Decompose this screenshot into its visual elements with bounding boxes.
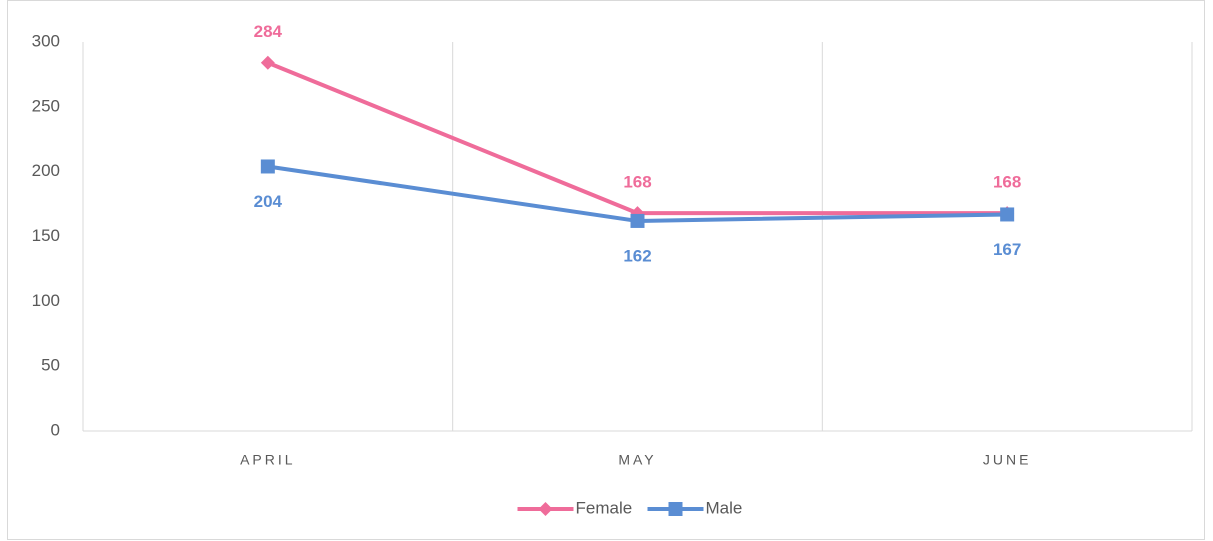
y-tick-label: 0 bbox=[51, 420, 60, 439]
marker bbox=[260, 55, 275, 70]
data-label: 162 bbox=[623, 246, 651, 265]
legend-label: Male bbox=[706, 498, 743, 517]
legend-marker bbox=[538, 502, 553, 516]
data-label: 167 bbox=[993, 240, 1021, 259]
y-tick-label: 50 bbox=[41, 356, 60, 375]
marker bbox=[1000, 207, 1015, 222]
data-label: 168 bbox=[993, 173, 1021, 192]
marker bbox=[630, 213, 645, 228]
chart-border bbox=[7, 0, 1205, 540]
y-tick-label: 250 bbox=[32, 96, 60, 115]
data-label: 168 bbox=[623, 173, 651, 192]
x-tick-label: APRIL bbox=[240, 452, 295, 468]
data-label: 204 bbox=[254, 192, 283, 211]
legend-marker bbox=[668, 502, 683, 516]
x-tick-label: MAY bbox=[618, 452, 656, 468]
legend-label: Female bbox=[576, 498, 633, 517]
data-label: 284 bbox=[254, 22, 283, 41]
y-tick-label: 200 bbox=[32, 161, 60, 180]
y-tick-label: 100 bbox=[32, 291, 60, 310]
y-tick-label: 150 bbox=[32, 226, 60, 245]
marker bbox=[260, 159, 275, 174]
x-tick-label: JUNE bbox=[983, 452, 1032, 468]
y-tick-label: 300 bbox=[32, 31, 60, 50]
